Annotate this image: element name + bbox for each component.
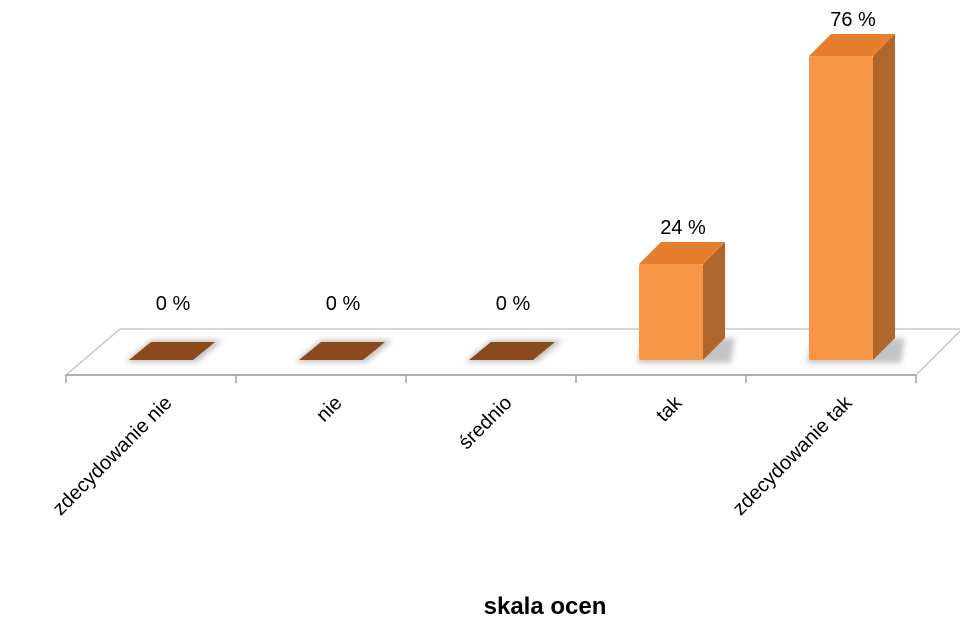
bar-top [809, 34, 895, 56]
x-axis [65, 374, 917, 383]
category-label: tak [652, 391, 687, 426]
bar [469, 342, 555, 360]
bar [299, 342, 385, 360]
category-label: zdecydowanie nie [49, 392, 177, 520]
data-label: 24 % [660, 217, 706, 239]
bar-side [873, 34, 895, 360]
category-labels: zdecydowanie nie nie średnio tak zdecydowani… [49, 391, 858, 520]
category-label: nie [312, 392, 346, 426]
data-label: 0 % [326, 293, 361, 315]
bar [639, 264, 703, 360]
data-label: 0 % [156, 293, 191, 315]
data-label: 0 % [496, 293, 531, 315]
data-labels: 0 % 0 % 0 % 24 % 76 % [156, 9, 876, 315]
data-label: 76 % [830, 9, 876, 31]
bar [809, 56, 873, 360]
category-label: zdecydowanie tak [729, 391, 858, 520]
bars [125, 34, 905, 363]
x-axis-title: skala ocen [484, 593, 607, 619]
bar [129, 342, 215, 360]
bar-top [639, 242, 725, 264]
bar-side [703, 242, 725, 360]
category-label: średnio [455, 392, 517, 454]
